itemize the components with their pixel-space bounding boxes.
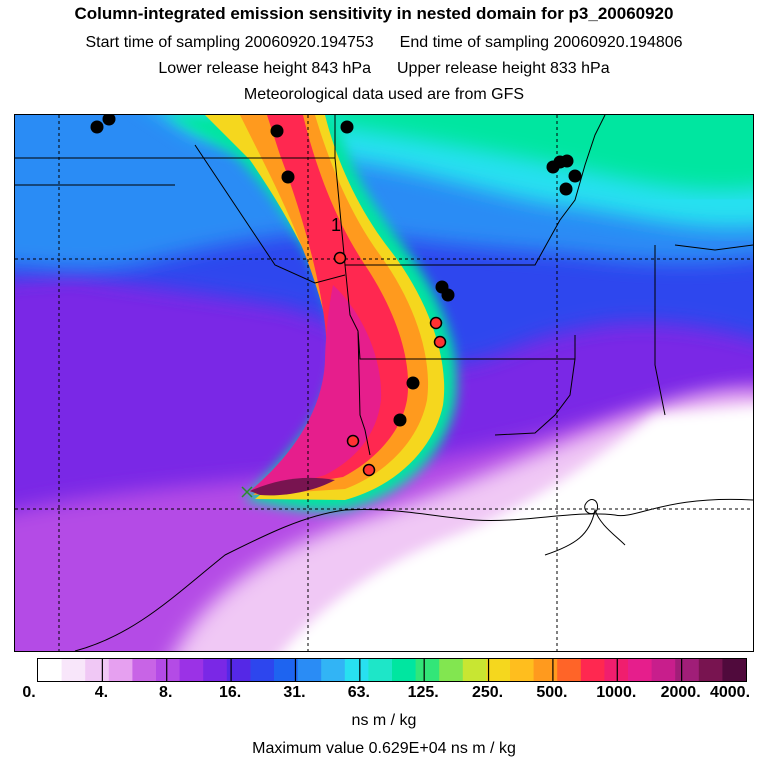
colorbar-segment: [533, 659, 558, 681]
colorbar-segment: [628, 659, 653, 681]
upper-release-label: Upper release height 833 hPa: [397, 60, 610, 77]
colorbar-segment: [344, 659, 369, 681]
release-markers: [90, 115, 582, 498]
maximum-value-label: Maximum value 0.629E+04 ns m / kg: [252, 740, 516, 757]
sensitivity-map: 1: [14, 114, 754, 652]
black-marker: [340, 120, 354, 134]
colorbar-segment: [580, 659, 605, 681]
colorbar-tick-label: 8.: [159, 684, 173, 701]
colorbar-segment: [132, 659, 157, 681]
colorbar-segment: [179, 659, 204, 681]
coastline: [74, 498, 753, 651]
black-marker: [406, 376, 420, 390]
colorbar-tick-label: 125.: [407, 684, 439, 701]
red-marker: [333, 251, 347, 265]
colorbar-segment: [392, 659, 417, 681]
lower-release-label: Lower release height 843 hPa: [158, 60, 371, 77]
colorbar-tick-label: 4.: [94, 684, 109, 701]
red-marker: [429, 316, 443, 330]
marker-label: 1: [331, 215, 341, 235]
colorbar-segment: [604, 659, 629, 681]
colorbar-segment: [321, 659, 346, 681]
graticule: [15, 115, 753, 651]
colorbar-tick-label: 4000.: [709, 684, 751, 701]
colorbar-segment: [415, 659, 440, 681]
colorbar-segment: [557, 659, 582, 681]
colorbar-units: ns m / kg: [351, 712, 417, 729]
plot-title: Column-integrated emission sensitivity i…: [74, 4, 674, 23]
colorbar-segment: [38, 659, 63, 681]
colorbar-tick-label: 63.: [347, 684, 370, 701]
release-heights: Lower release height 843 hPa Upper releas…: [0, 60, 768, 78]
colorbar-segment: [368, 659, 393, 681]
black-marker: [568, 169, 582, 183]
colorbar-segment: [651, 659, 676, 681]
red-marker: [433, 335, 447, 349]
colorbar-segment: [61, 659, 86, 681]
colorbar-segment: [510, 659, 535, 681]
colorbar-segment: [486, 659, 511, 681]
colorbar-segment: [156, 659, 181, 681]
colorbar-segment: [274, 659, 299, 681]
colorbar-segment: [698, 659, 723, 681]
colorbar-tick-label: 2000.: [660, 684, 701, 701]
colorbar-segment: [439, 659, 464, 681]
colorbar-tick-label: 16.: [218, 684, 242, 701]
black-marker: [281, 170, 295, 184]
black-marker: [270, 124, 284, 138]
colorbar-segment: [85, 659, 110, 681]
colorbar-segment: [462, 659, 487, 681]
black-marker: [559, 182, 573, 196]
colorbar-tick-label: 31.: [283, 684, 306, 701]
colorbar-segment: [675, 659, 700, 681]
colorbar-segment: [108, 659, 133, 681]
black-marker: [560, 154, 574, 168]
black-marker: [102, 115, 116, 126]
colorbar-tick-label: 250.: [471, 684, 504, 701]
met-data-label: Meteorological data used are from GFS: [243, 86, 525, 103]
colorbar-tick-label: 500.: [536, 684, 568, 701]
state-boundaries: [15, 115, 753, 456]
black-marker: [393, 413, 407, 427]
field-white-south: [283, 406, 753, 651]
start-time-label: Start time of sampling 20060920.194753: [85, 34, 374, 51]
colorbar-tick-label: 1000.: [596, 684, 637, 701]
colorbar-segment: [250, 659, 275, 681]
colorbar-segment: [226, 659, 251, 681]
black-marker: [441, 288, 455, 302]
plume-origin-marker: [241, 486, 253, 498]
colorbar-segment: [297, 659, 322, 681]
colorbar-segment: [203, 659, 228, 681]
colorbar: [37, 658, 747, 682]
red-marker: [362, 463, 376, 477]
red-marker: [346, 434, 360, 448]
end-time-label: End time of sampling 20060920.194806: [399, 34, 683, 51]
black-marker: [90, 120, 104, 134]
colorbar-ticks: 0. 4. 8. 16. 31. 63. 125. 250. 500. 1000. 2000. 400…: [0, 684, 768, 706]
colorbar-tick-label: 0.: [22, 684, 36, 701]
sampling-times: Start time of sampling 20060920.194753 En…: [0, 34, 768, 52]
plume-core: [250, 477, 335, 496]
colorbar-segment: [722, 659, 746, 681]
field-green-band: [328, 115, 753, 190]
